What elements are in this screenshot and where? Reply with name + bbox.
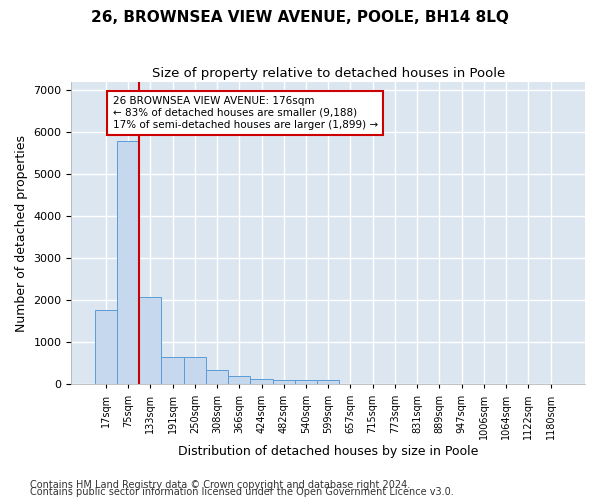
Text: Contains public sector information licensed under the Open Government Licence v3: Contains public sector information licen… bbox=[30, 487, 454, 497]
Text: 26, BROWNSEA VIEW AVENUE, POOLE, BH14 8LQ: 26, BROWNSEA VIEW AVENUE, POOLE, BH14 8L… bbox=[91, 10, 509, 25]
Bar bbox=[317, 380, 340, 384]
X-axis label: Distribution of detached houses by size in Poole: Distribution of detached houses by size … bbox=[178, 444, 478, 458]
Text: 26 BROWNSEA VIEW AVENUE: 176sqm
← 83% of detached houses are smaller (9,188)
17%: 26 BROWNSEA VIEW AVENUE: 176sqm ← 83% of… bbox=[113, 96, 377, 130]
Bar bbox=[161, 357, 184, 384]
Bar bbox=[228, 376, 250, 384]
Title: Size of property relative to detached houses in Poole: Size of property relative to detached ho… bbox=[152, 68, 505, 80]
Bar bbox=[139, 296, 161, 384]
Text: Contains HM Land Registry data © Crown copyright and database right 2024.: Contains HM Land Registry data © Crown c… bbox=[30, 480, 410, 490]
Bar bbox=[117, 140, 139, 384]
Bar bbox=[272, 380, 295, 384]
Y-axis label: Number of detached properties: Number of detached properties bbox=[15, 134, 28, 332]
Bar bbox=[295, 380, 317, 384]
Bar bbox=[95, 310, 117, 384]
Bar bbox=[184, 357, 206, 384]
Bar bbox=[250, 379, 272, 384]
Bar bbox=[206, 370, 228, 384]
